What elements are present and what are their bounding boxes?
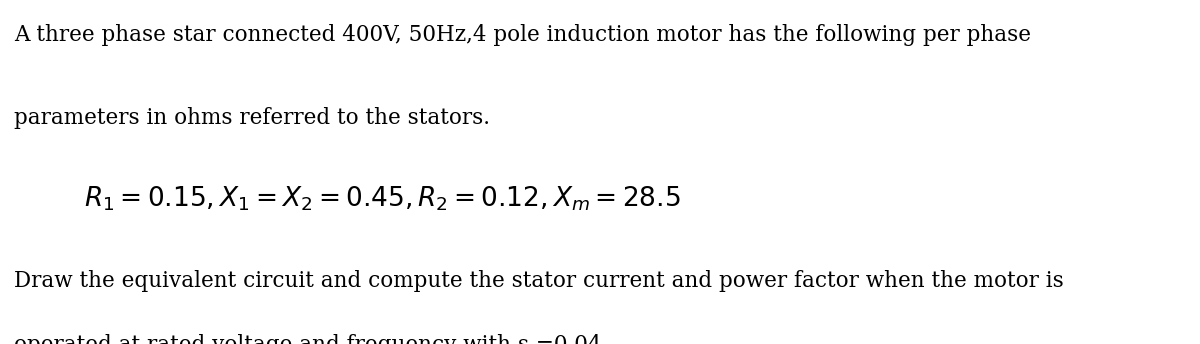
Text: parameters in ohms referred to the stators.: parameters in ohms referred to the stato… <box>14 107 491 129</box>
Text: operated at rated voltage and frequency with s =0.04.: operated at rated voltage and frequency … <box>14 334 608 344</box>
Text: Draw the equivalent circuit and compute the stator current and power factor when: Draw the equivalent circuit and compute … <box>14 270 1064 292</box>
Text: A three phase star connected 400V, 50Hz,4 pole induction motor has the following: A three phase star connected 400V, 50Hz,… <box>14 24 1032 46</box>
Text: $R_{1} = 0.15 , X_{1} = X_{2} = 0.45 , R_{2} = 0.12 , X_{m} = 28 .5$: $R_{1} = 0.15 , X_{1} = X_{2} = 0.45 , R… <box>84 184 680 213</box>
